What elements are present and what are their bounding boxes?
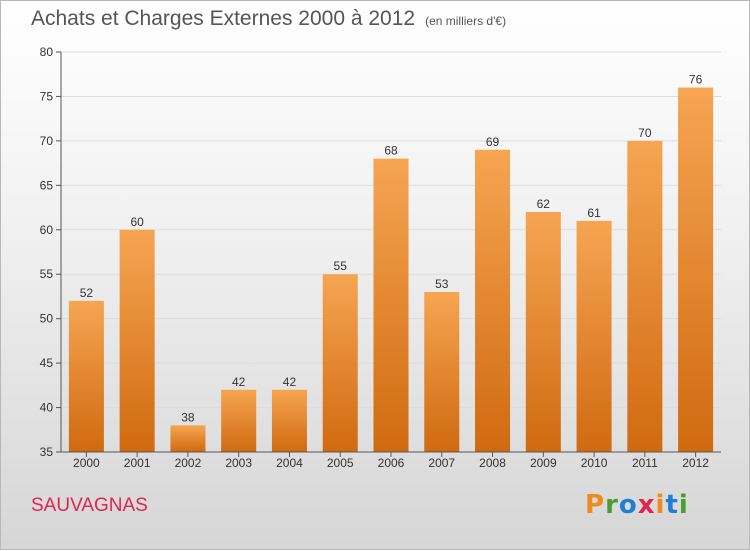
axes <box>56 51 721 457</box>
x-tick-label: 2003 <box>225 456 252 470</box>
data-label-2003: 42 <box>232 375 246 389</box>
logo-letter: r <box>605 490 619 520</box>
bar-2006 <box>373 158 409 452</box>
data-label-2012: 76 <box>689 73 703 87</box>
chart-unit: (en milliers d'€) <box>425 14 507 28</box>
logo-letter: i <box>678 490 689 520</box>
y-tick-label: 60 <box>40 223 54 237</box>
x-tick-label: 2005 <box>327 456 354 470</box>
y-tick-label: 40 <box>40 401 54 415</box>
bar-2011 <box>627 140 663 452</box>
commune-name: SAUVAGNAS <box>31 495 148 516</box>
data-label-2008: 69 <box>486 135 500 149</box>
y-tick-label: 45 <box>40 356 54 370</box>
y-tick-label: 70 <box>40 134 54 148</box>
labels: 35 40 45 50 55 60 65 70 75 80 2000 52 2001 60 2002 38 20… <box>40 45 710 470</box>
x-tick-label: 2010 <box>581 456 608 470</box>
x-tick-label: 2009 <box>530 456 557 470</box>
y-tick-label: 35 <box>40 445 54 459</box>
x-tick-label: 2007 <box>428 456 455 470</box>
bar-2009 <box>525 212 561 452</box>
data-label-2007: 53 <box>435 277 449 291</box>
bar-2001 <box>119 229 155 452</box>
logo-letter: o <box>618 490 638 520</box>
data-label-2004: 42 <box>283 375 297 389</box>
logo-letter: t <box>665 490 679 520</box>
chart-title: Achats et Charges Externes 2000 à 2012 (e… <box>31 7 506 31</box>
y-tick-label: 75 <box>40 89 54 103</box>
x-tick-label: 2006 <box>378 456 405 470</box>
x-tick-label: 2008 <box>479 456 506 470</box>
bar-2003 <box>221 389 257 452</box>
bar-2002 <box>170 425 206 452</box>
bar-2007 <box>424 292 460 452</box>
bar-2000 <box>68 300 104 452</box>
x-tick-label: 2004 <box>276 456 303 470</box>
data-label-2009: 62 <box>537 197 551 211</box>
y-tick-label: 80 <box>40 45 54 59</box>
bar-2004 <box>271 389 307 452</box>
x-tick-label: 2001 <box>124 456 151 470</box>
y-tick-label: 55 <box>40 267 54 281</box>
data-label-2001: 60 <box>130 215 144 229</box>
x-tick-label: 2002 <box>175 456 202 470</box>
bar-2005 <box>322 274 358 452</box>
data-label-2002: 38 <box>181 410 195 424</box>
proxiti-logo[interactable]: Proxiti <box>585 490 689 520</box>
bar-2010 <box>576 220 612 452</box>
bar-2012 <box>678 87 714 453</box>
data-label-2005: 55 <box>334 259 348 273</box>
y-tick-label: 65 <box>40 178 54 192</box>
logo-letter: i <box>655 490 666 520</box>
bars <box>68 87 714 453</box>
logo-letter: x <box>637 490 656 520</box>
x-tick-label: 2011 <box>632 456 658 470</box>
data-label-2010: 61 <box>587 206 601 220</box>
data-label-2011: 70 <box>638 126 652 140</box>
data-label-2006: 68 <box>384 144 398 158</box>
x-tick-label: 2000 <box>73 456 100 470</box>
chart-title-text: Achats et Charges Externes 2000 à 2012 <box>31 7 416 30</box>
logo-letter: P <box>585 490 606 520</box>
data-label-2000: 52 <box>80 286 94 300</box>
x-tick-label: 2012 <box>682 456 709 470</box>
bar-2008 <box>475 149 511 452</box>
y-tick-label: 50 <box>40 312 54 326</box>
